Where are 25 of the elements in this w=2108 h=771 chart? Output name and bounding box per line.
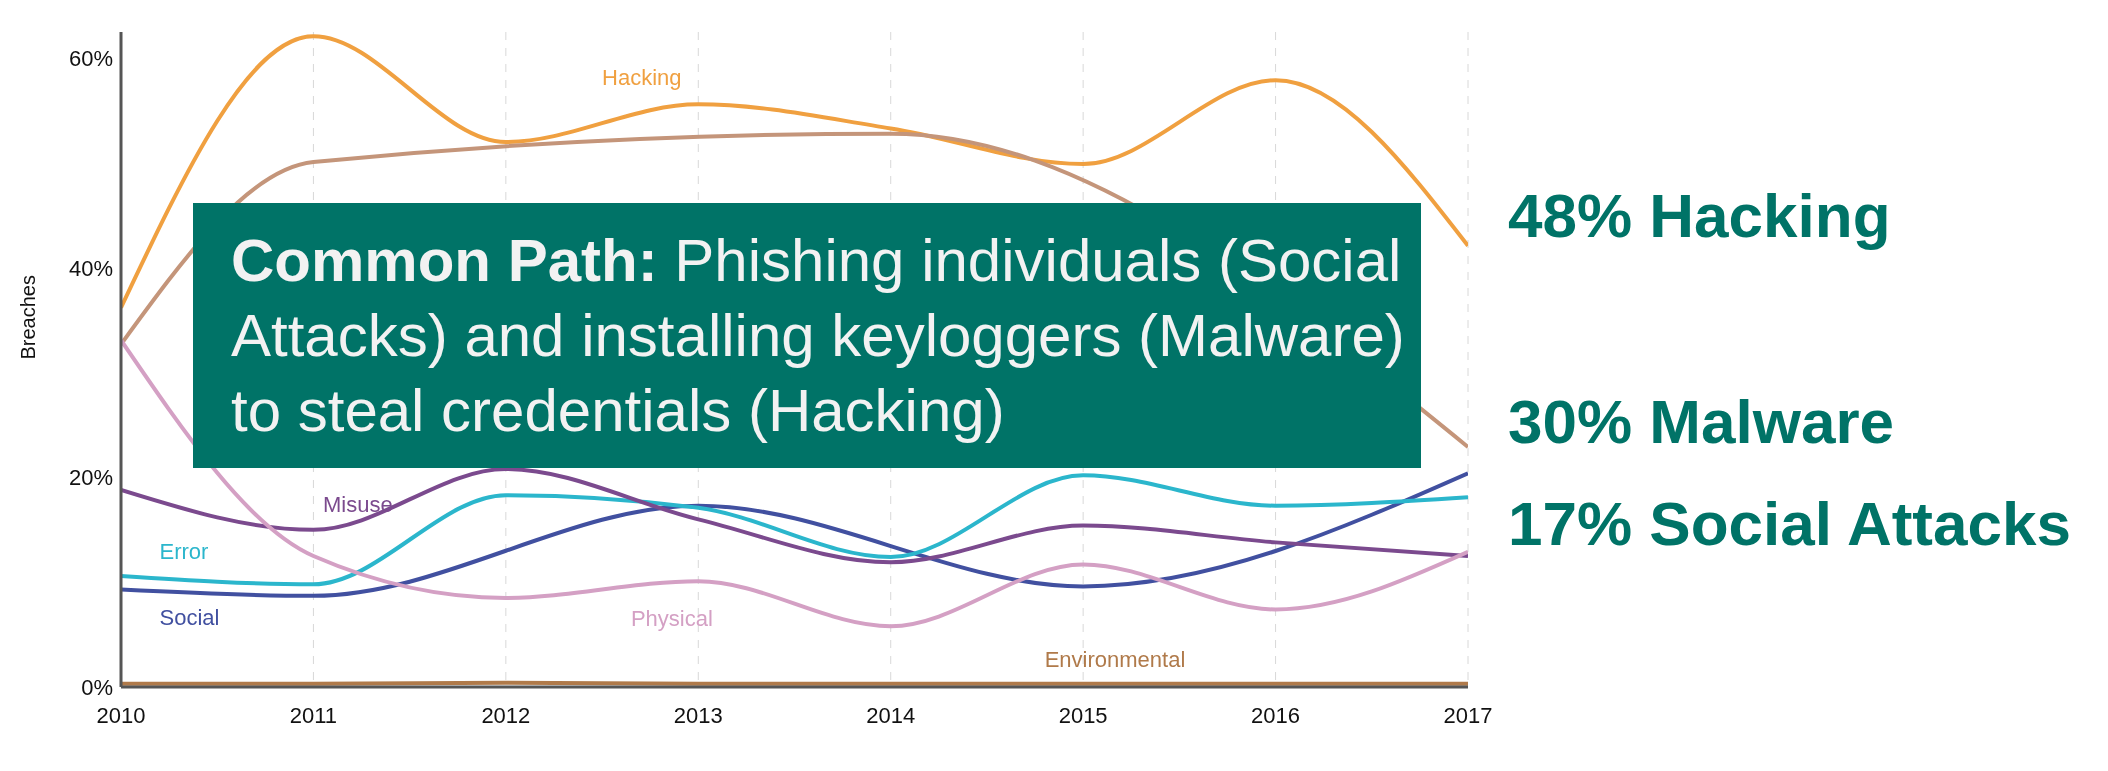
x-tick-label: 2013	[673, 702, 723, 728]
y-tick-label: 20%	[68, 465, 113, 491]
line-series	[121, 467, 1468, 565]
x-tick-label: 2016	[1251, 702, 1301, 728]
x-tick-label: 2015	[1058, 702, 1108, 728]
series-label: Hacking	[602, 65, 682, 92]
annotation: Common Path: Phishing individuals (Social Attacks) and installing keyloggers (Malware) to steal credentials (Hacking)	[193, 203, 1421, 468]
y-tick-label: 40%	[68, 255, 113, 281]
text: 17% Social Attacks	[1508, 488, 2071, 559]
series-label: Environmental	[1044, 646, 1186, 673]
line-series	[121, 34, 1468, 310]
series-label: Social	[159, 604, 220, 631]
x-tick-label: 2014	[866, 702, 916, 728]
x-tick-label: 2017	[1443, 702, 1493, 728]
text: 30% Malware	[1508, 386, 1894, 457]
y-tick-label: 60%	[68, 46, 113, 72]
x-tick-label: 2011	[289, 702, 338, 728]
x-tick-label: 2012	[481, 702, 531, 728]
text: 48% Hacking	[1508, 180, 1891, 251]
series-label: Physical	[630, 605, 713, 632]
series-label: Misuse	[323, 491, 393, 518]
y-axis-title: Breaches	[17, 275, 40, 360]
series-label: Error	[159, 538, 209, 565]
y-tick-label: 0%	[81, 674, 113, 700]
x-tick-label: 2010	[96, 702, 146, 728]
